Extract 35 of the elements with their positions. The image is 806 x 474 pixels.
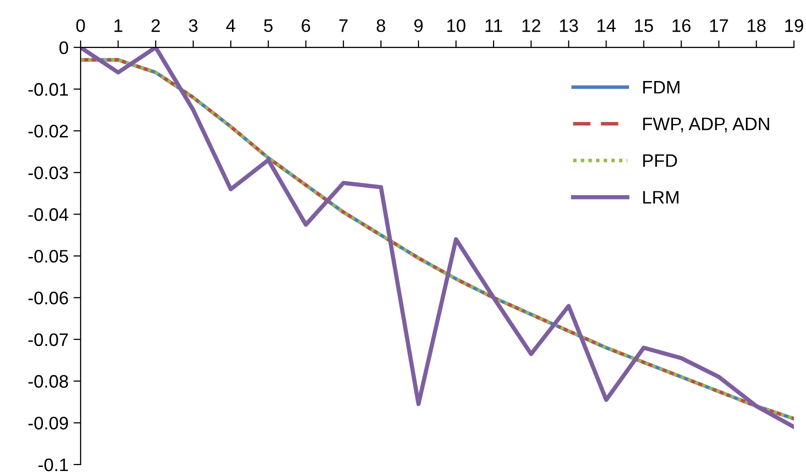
y-tick-label: -0.06 (28, 292, 68, 304)
legend-label: FWP, ADP, ADN (643, 118, 770, 132)
x-tick-label: 6 (302, 19, 310, 32)
y-tick-label: -0.01 (28, 83, 68, 96)
y-tick-label: -0.03 (28, 166, 68, 180)
x-tick-label: 18 (748, 19, 766, 32)
x-tick-label: 1 (114, 19, 122, 32)
x-tick-label: 8 (376, 19, 386, 32)
x-tick-label: 3 (188, 19, 198, 32)
x-tick-label: 11 (486, 19, 502, 32)
x-tick-label: 15 (635, 19, 654, 32)
x-tick-label: 10 (447, 19, 466, 32)
y-tick-label: -0.1 (38, 458, 68, 472)
x-tick-label: 5 (264, 19, 273, 32)
y-tick-label: -0.09 (28, 416, 68, 430)
legend-label: FDM (643, 81, 680, 94)
legend-label: LRM (643, 191, 678, 204)
x-tick-label: 13 (560, 19, 578, 32)
x-tick-label: 2 (152, 19, 160, 32)
x-tick-label: 16 (672, 19, 691, 32)
x-tick-label: 7 (339, 19, 348, 32)
y-tick-label: -0.04 (28, 208, 68, 221)
x-tick-label: 17 (710, 19, 728, 32)
x-tick-label: 0 (76, 19, 85, 32)
x-tick-label: 9 (414, 19, 423, 32)
y-tick-label: -0.02 (28, 124, 68, 138)
y-tick-label: -0.05 (28, 250, 68, 263)
x-tick-label: 14 (598, 19, 616, 32)
x-tick-label: 12 (522, 19, 540, 32)
y-tick-label: 0 (59, 41, 68, 54)
legend-label: PFD (643, 154, 677, 167)
y-tick-label: -0.08 (28, 375, 68, 388)
x-tick-label: 4 (226, 19, 236, 32)
x-tick-label: 19 (785, 19, 804, 32)
y-tick-label: -0.07 (28, 333, 68, 346)
